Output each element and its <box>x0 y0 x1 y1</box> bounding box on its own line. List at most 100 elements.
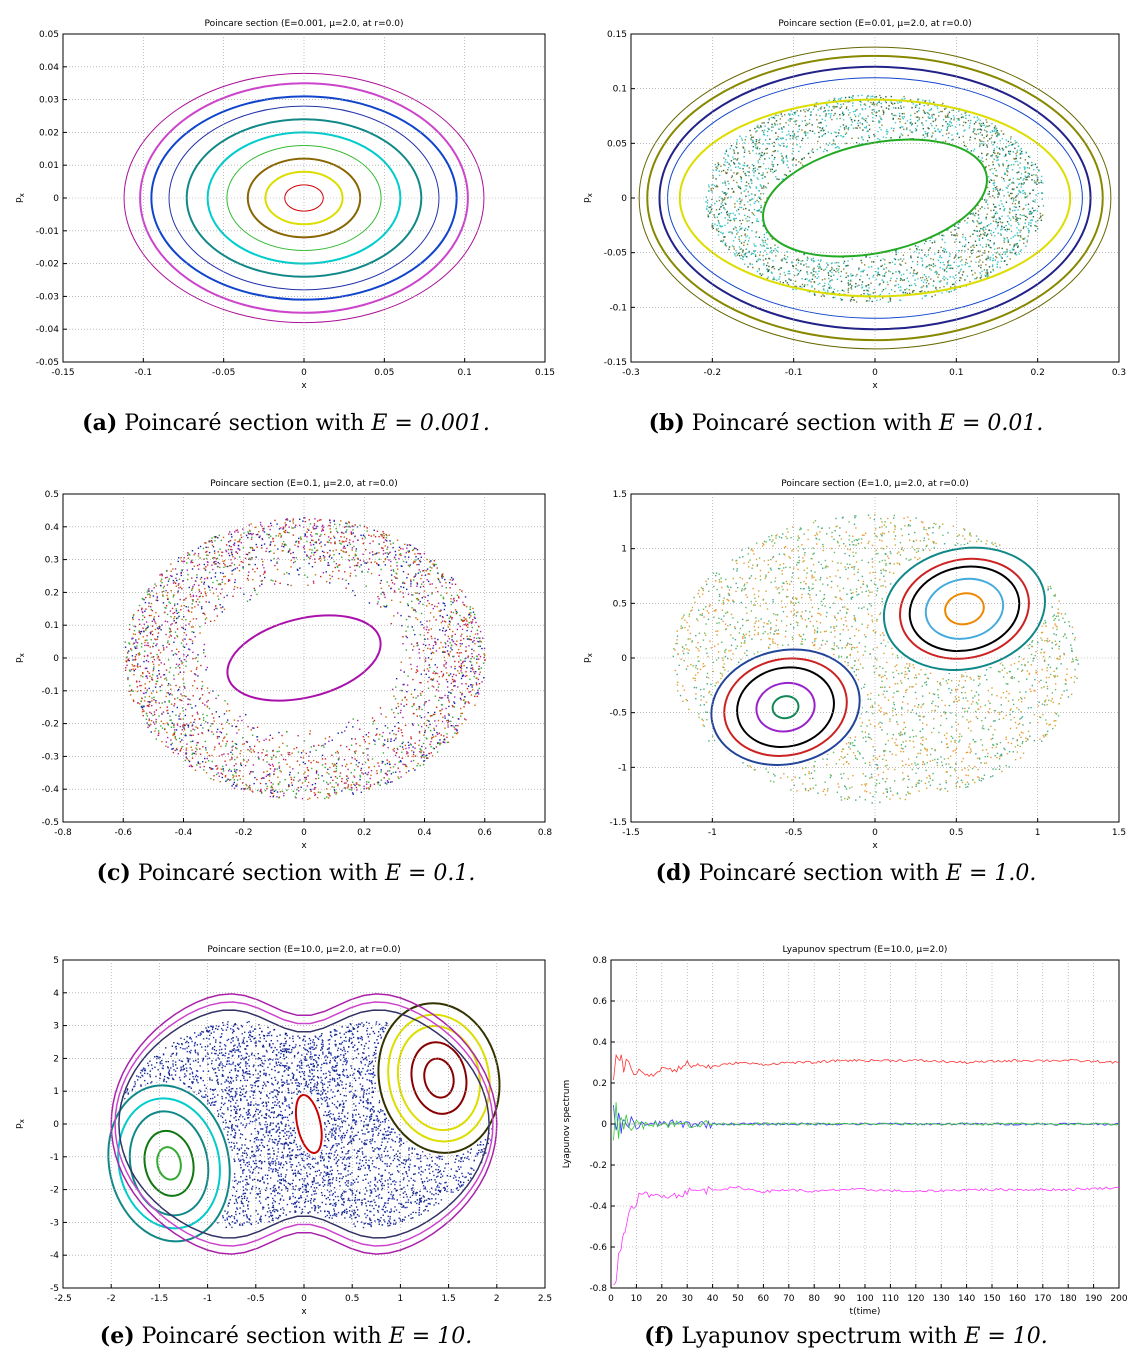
x-tick-label: 0.6 <box>478 828 493 838</box>
y-tick-label: -0.05 <box>604 249 627 259</box>
x-tick-label: -0.1 <box>135 368 153 378</box>
x-tick-label: 0.1 <box>458 368 472 378</box>
y-tick-label: -1 <box>50 1153 59 1163</box>
y-tick-label: -0.15 <box>604 358 627 368</box>
y-tick-label: -0.3 <box>41 752 59 762</box>
boundary-orbit <box>114 1001 494 1247</box>
series-line <box>613 1185 1119 1286</box>
x-tick-label: 0 <box>301 1294 307 1304</box>
x-tick-label: 10 <box>631 1294 643 1304</box>
caption-math: E = 10. <box>388 1324 473 1349</box>
series-line <box>613 1102 1119 1141</box>
y-tick-label: 3 <box>53 1022 59 1032</box>
y-tick-label: -5 <box>50 1284 59 1294</box>
x-tick-label: 0.05 <box>374 368 394 378</box>
y-tick-label: -4 <box>50 1251 59 1261</box>
island-orbit <box>755 681 816 733</box>
y-tick-label: 0.02 <box>39 128 59 138</box>
island-orbit <box>143 1129 195 1197</box>
y-tick-label: 0.04 <box>39 63 59 73</box>
x-tick-label: 0 <box>872 368 878 378</box>
y-tick-label: 4 <box>53 989 59 999</box>
plot-content <box>672 514 1080 804</box>
caption-text: Poincaré section with <box>698 861 939 886</box>
y-tick-label: -1 <box>618 763 627 773</box>
x-tick-label: 0 <box>301 828 307 838</box>
y-tick-label: 5 <box>53 956 59 966</box>
y-tick-label: -0.1 <box>41 687 59 697</box>
y-axis-label: px <box>14 193 26 203</box>
chart-title: Lyapunov spectrum (E=10.0, μ=2.0) <box>783 945 948 955</box>
x-tick-label: 0.3 <box>1112 368 1126 378</box>
figure-caption: (b) Poincaré section with E = 0.01. <box>566 410 1126 436</box>
island-orbit <box>410 1041 468 1115</box>
island-orbit <box>723 657 848 757</box>
y-tick-label: -0.03 <box>36 292 59 302</box>
y-tick-label: -0.8 <box>589 1284 607 1294</box>
island-orbit <box>908 565 1021 653</box>
x-tick-label: 30 <box>681 1294 693 1304</box>
plot-content <box>105 993 503 1255</box>
island-orbit <box>387 1013 491 1143</box>
island-orbit <box>944 592 985 626</box>
x-tick-label: 50 <box>732 1294 744 1304</box>
x-axis-label: x <box>301 381 307 391</box>
x-tick-label: 20 <box>656 1294 668 1304</box>
y-tick-label: 0 <box>601 1120 607 1130</box>
x-tick-label: -1 <box>708 828 717 838</box>
x-tick-label: 0.5 <box>949 828 963 838</box>
y-tick-label: 0 <box>621 194 627 204</box>
y-tick-label: 0.4 <box>593 1038 608 1048</box>
caption-label: (b) <box>648 410 685 436</box>
y-tick-label: 0 <box>53 194 59 204</box>
y-tick-label: 0.6 <box>593 997 608 1007</box>
y-tick-label: -2 <box>50 1186 59 1196</box>
x-tick-label: 180 <box>1060 1294 1077 1304</box>
x-tick-label: 40 <box>707 1294 719 1304</box>
y-tick-label: -0.1 <box>609 303 627 313</box>
y-tick-label: -1.5 <box>609 818 627 828</box>
x-tick-label: -1.5 <box>622 828 640 838</box>
x-tick-label: 110 <box>882 1294 899 1304</box>
x-tick-label: -2.5 <box>54 1294 72 1304</box>
y-tick-label: -0.01 <box>36 227 59 237</box>
plot-content <box>611 1053 1119 1286</box>
y-tick-label: 0.3 <box>45 556 59 566</box>
x-tick-label: 0.15 <box>535 368 555 378</box>
y-tick-label: 0.05 <box>607 139 627 149</box>
x-tick-label: 70 <box>783 1294 795 1304</box>
chart-panel-6: 0 10 20 30 40 50 60 70 80 90 100 110 120 130 140 150 160… <box>562 945 1128 1317</box>
island-orbit <box>377 1002 501 1154</box>
x-tick-label: 0.4 <box>417 828 432 838</box>
chart-panel-1: -0.15 -0.1 -0.05 0 0.05 0.1 0.15 -0.05 -0.04 -0.0… <box>14 19 555 391</box>
figure-caption: (a) Poincaré section with E = 0.001. <box>6 410 566 436</box>
caption-label: (f) <box>644 1323 675 1349</box>
chart-panel-2: -0.3 -0.2 -0.1 0 0.1 0.2 0.3 -0.15 -0.1 -0.05 0 0.0… <box>582 19 1126 391</box>
x-tick-label: 0.5 <box>345 1294 359 1304</box>
x-tick-label: 0 <box>608 1294 614 1304</box>
y-tick-label: -0.05 <box>36 358 59 368</box>
chart-title: Poincare section (E=0.01, μ=2.0, at r=0.… <box>778 19 971 29</box>
x-tick-label: 160 <box>1009 1294 1026 1304</box>
y-axis-label: px <box>14 1119 26 1129</box>
x-axis-label: x <box>301 1307 307 1317</box>
caption-label: (c) <box>96 860 131 886</box>
x-tick-label: -0.2 <box>704 368 722 378</box>
y-tick-label: 0.5 <box>613 599 627 609</box>
caption-label: (d) <box>655 860 692 886</box>
x-tick-label: 80 <box>808 1294 820 1304</box>
figure-caption: (c) Poincaré section with E = 0.1. <box>6 860 566 886</box>
y-tick-label: -0.4 <box>589 1202 607 1212</box>
figure-caption: (f) Lyapunov spectrum with E = 10. <box>566 1323 1126 1349</box>
island-orbit <box>117 1097 221 1230</box>
y-tick-label: 1 <box>621 545 627 555</box>
x-tick-label: 120 <box>907 1294 924 1304</box>
x-tick-label: 0 <box>872 828 878 838</box>
y-tick-label: -3 <box>50 1218 59 1228</box>
x-tick-label: 100 <box>856 1294 873 1304</box>
chart-title: Poincare section (E=0.1, μ=2.0, at r=0.0… <box>210 479 398 489</box>
x-tick-label: 1.5 <box>441 1294 455 1304</box>
caption-label: (a) <box>82 410 118 436</box>
y-axis-label: px <box>582 653 594 663</box>
